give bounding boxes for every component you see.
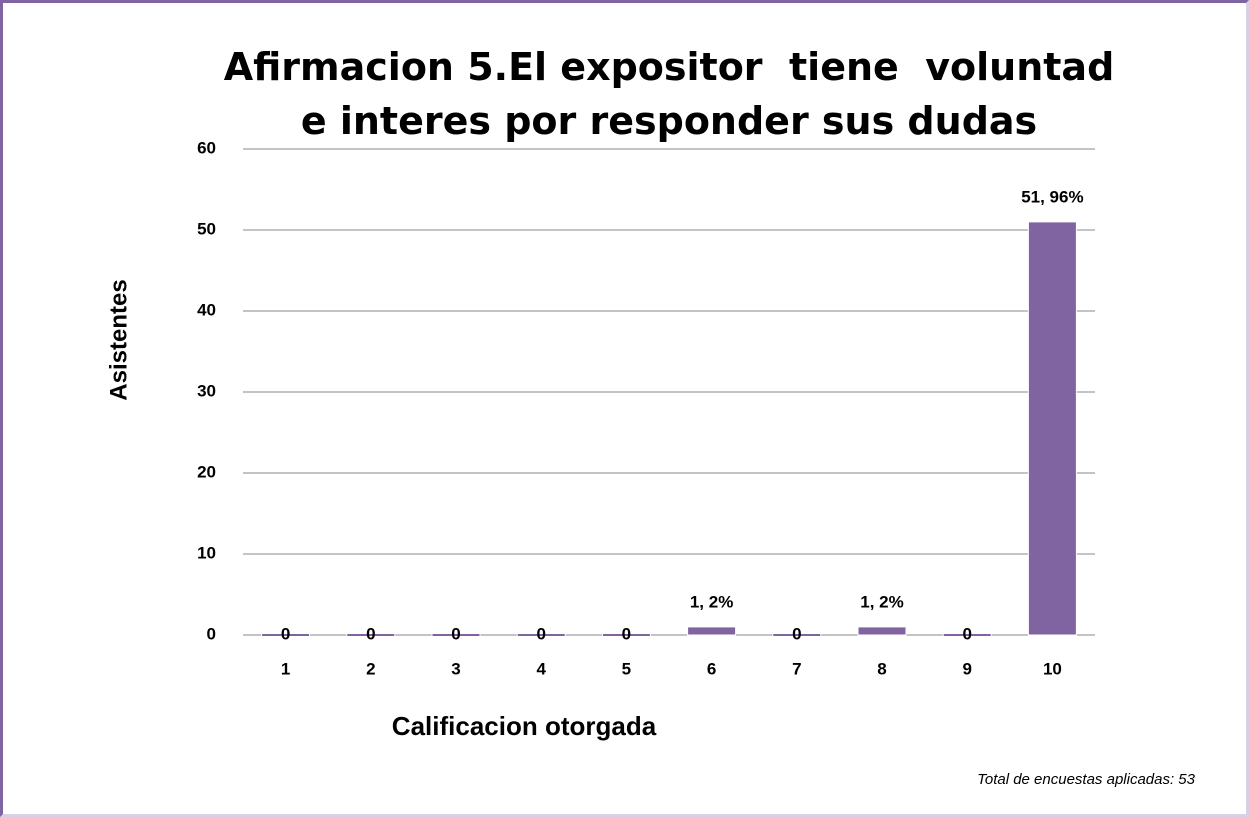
y-tick-label: 30 [197,381,216,400]
bar [601,633,651,637]
x-tick-label: 5 [622,659,631,678]
x-tick-label: 10 [1043,659,1062,678]
x-tick-label: 4 [536,659,546,678]
bar [261,633,311,637]
data-label: 0 [366,624,375,643]
x-tick-label: 6 [707,659,716,678]
y-tick-label: 50 [197,219,216,238]
x-tick-label: 9 [962,659,971,678]
annotation: Total de encuestas aplicadas: 53 [977,771,1196,788]
data-label: 0 [536,624,545,643]
x-tick-label: 3 [451,659,460,678]
y-axis-label: Asistentes [105,279,132,400]
data-label: 1, 2% [690,592,733,611]
y-tick-label: 20 [197,462,216,481]
bar [857,626,907,636]
bar [1027,221,1077,636]
bar [942,633,992,637]
y-tick-label: 40 [197,300,216,319]
bar [772,633,822,637]
y-tick-label: 60 [197,138,216,157]
data-label: 1, 2% [860,592,903,611]
data-label: 0 [281,624,290,643]
x-tick-label: 1 [281,659,290,678]
bar [431,633,481,637]
bar [346,633,396,637]
x-tick-label: 7 [792,659,801,678]
chart-title: Afirmacion 5.El expositor tiene voluntad… [223,45,1128,143]
bar [516,633,566,637]
data-label: 0 [622,624,631,643]
bar [687,626,737,636]
data-label: 0 [451,624,460,643]
x-tick-label: 2 [366,659,375,678]
x-axis-label: Calificacion otorgada [392,711,657,741]
data-label: 0 [962,624,971,643]
data-label: 51, 96% [1021,187,1083,206]
y-tick-label: 0 [207,624,216,643]
x-tick-label: 8 [877,659,886,678]
data-label: 0 [792,624,801,643]
y-tick-label: 10 [197,543,216,562]
